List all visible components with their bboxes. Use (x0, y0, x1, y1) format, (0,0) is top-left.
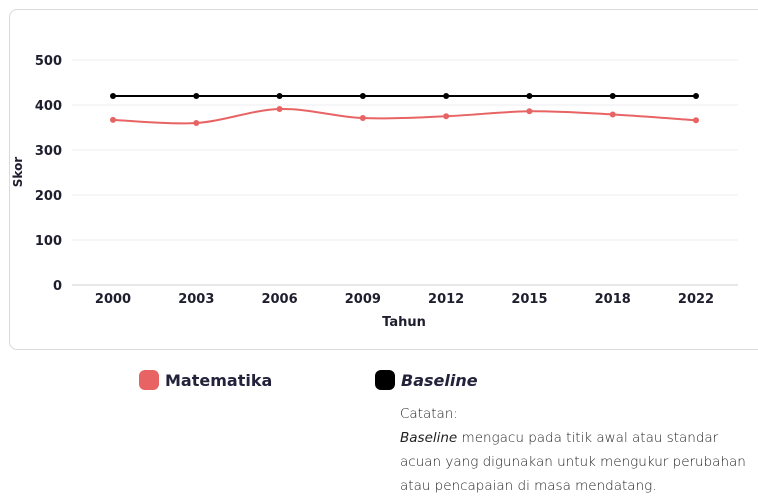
grid-lines (72, 59, 738, 286)
y-tick-label: 400 (35, 99, 62, 114)
x-axis-label: Tahun (382, 315, 426, 330)
data-point-baseline (693, 93, 699, 99)
legend-label-matematika: Matematika (165, 370, 273, 390)
footnote-term: Baseline (400, 430, 458, 446)
series-points (110, 93, 699, 126)
x-tick-label: 2012 (428, 292, 464, 307)
data-point-matematika (110, 116, 116, 123)
x-tick-label: 2022 (678, 292, 714, 307)
x-tick-label: 2015 (511, 292, 547, 307)
series-lines (112, 95, 697, 125)
x-tick-label: 2003 (178, 292, 214, 307)
data-point-baseline (193, 93, 200, 99)
data-point-baseline (526, 93, 533, 99)
y-tick-label: 200 (35, 189, 62, 204)
data-point-baseline (110, 93, 116, 99)
y-tick-label: 100 (35, 234, 62, 249)
data-point-matematika (193, 120, 200, 126)
legend-swatch-matematika (139, 370, 159, 390)
x-tick-label: 2006 (261, 292, 297, 307)
legend-swatch-baseline (375, 370, 395, 390)
data-point-matematika (693, 117, 699, 124)
x-tick-labels: 2000 2003 2006 2009 2012 2015 2018 2022 (95, 292, 714, 307)
data-point-baseline (609, 93, 616, 99)
data-point-matematika (359, 115, 366, 122)
data-point-baseline (443, 93, 450, 99)
footnote-body: Baseline mengacu pada titik awal atau st… (400, 426, 758, 498)
legend-label-baseline: Baseline (401, 370, 478, 390)
legend-item-baseline: Baseline (375, 370, 478, 390)
x-tick-label: 2009 (345, 292, 381, 307)
chart-card (9, 9, 758, 350)
series-line-matematika (112, 108, 697, 125)
data-point-matematika (609, 111, 616, 118)
x-tick-label: 2000 (95, 292, 131, 307)
y-tick-label: 500 (35, 54, 62, 69)
footnote-heading: Catatan: (400, 406, 458, 422)
data-point-matematika (526, 108, 533, 115)
data-point-matematika (276, 106, 283, 113)
y-axis-label: Skor (11, 157, 25, 188)
y-tick-labels: 0 100 200 300 400 500 (35, 54, 62, 294)
footnote: Catatan: Baseline mengacu pada titik awa… (400, 402, 758, 498)
data-point-matematika (443, 113, 450, 120)
line-chart: 0 100 200 300 400 500 2000 2003 2006 2009 2012 201… (11, 54, 738, 330)
y-tick-label: 0 (53, 279, 62, 294)
y-tick-label: 300 (35, 144, 62, 159)
legend-item-matematika: Matematika (139, 370, 272, 390)
data-point-baseline (359, 93, 366, 99)
data-point-baseline (276, 93, 283, 99)
x-tick-label: 2018 (595, 292, 631, 307)
